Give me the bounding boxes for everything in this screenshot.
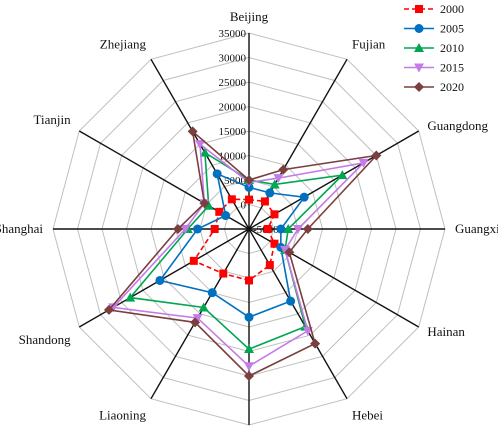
point-2020-jiangsu	[244, 371, 254, 381]
point-2020-guangdong	[371, 150, 382, 161]
legend-label-2015: 2015	[440, 61, 464, 75]
point-2005-shandong	[155, 275, 165, 285]
point-2000-hainan	[270, 239, 279, 248]
category-label-beijing: Beijing	[230, 9, 269, 24]
point-2000-shanghai	[210, 225, 219, 233]
point-2000-guangdong	[270, 210, 279, 219]
category-label-guangdong: Guangdong	[427, 118, 488, 133]
series-2015	[108, 140, 369, 372]
point-2005-jiangsu	[244, 312, 254, 322]
series-2005	[155, 169, 309, 322]
point-2005-shanghai	[193, 224, 203, 234]
point-2000-zhejiang	[227, 195, 236, 204]
legend-item-2020: 2020	[404, 80, 464, 94]
legend-item-2000: 2000	[404, 2, 464, 16]
tick-label-35000: 35000	[219, 28, 247, 40]
category-label-fujian: Fujian	[352, 37, 386, 52]
legend-marker-2000	[415, 5, 423, 13]
point-2005-liaoning	[207, 288, 217, 298]
point-2020-hebei	[310, 338, 321, 349]
tick-label-30000: 30000	[219, 53, 247, 65]
tick-label-0: 0	[241, 200, 247, 212]
legend-marker-2005	[414, 24, 424, 33]
point-2000-hebei	[265, 261, 274, 270]
point-2000-jiangsu	[245, 276, 253, 285]
legend-label-2020: 2020	[440, 80, 464, 94]
legend-item-2010: 2010	[404, 41, 464, 55]
point-2000-liaoning	[219, 269, 228, 278]
category-label-shanghai: Shanghai	[0, 221, 43, 236]
point-2020-hainan	[284, 247, 295, 258]
point-2015-hainan	[280, 245, 291, 255]
point-2000-shandong	[189, 256, 198, 265]
point-2020-tianjin	[199, 198, 210, 209]
point-2010-fujian	[269, 179, 280, 189]
category-label-hainan: Hainan	[427, 324, 465, 339]
point-2015-zhejiang	[195, 140, 205, 150]
legend-label-2005: 2005	[440, 22, 464, 36]
point-2015-guangxi	[293, 225, 303, 234]
tick-label-15000: 15000	[219, 126, 247, 138]
series-line-2000	[192, 198, 276, 282]
point-2020-shandong	[103, 304, 114, 315]
point-2010-guangxi	[283, 224, 294, 233]
point-2000-tianjin	[215, 207, 224, 216]
legend-item-2015: 2015	[404, 61, 464, 75]
point-2010-guangdong	[337, 170, 348, 180]
point-2010-shandong	[125, 292, 136, 302]
point-2015-jiangsu	[244, 362, 254, 372]
point-2000-guangxi	[263, 225, 272, 233]
axis-spoke-hebei	[248, 228, 348, 400]
point-2010-jiangsu	[244, 344, 254, 354]
series-2020	[103, 126, 382, 381]
legend-label-2000: 2000	[440, 2, 464, 16]
series-2000	[189, 195, 279, 285]
legend-marker-2020	[414, 82, 424, 92]
legend-marker-2010	[414, 43, 424, 52]
category-label-tianjin: Tianjin	[34, 112, 72, 127]
point-2010-tianjin	[203, 200, 214, 210]
point-2020-zhejiang	[187, 126, 198, 137]
point-2015-liaoning	[192, 314, 203, 324]
point-2010-zhejiang	[199, 147, 210, 157]
legend-label-2010: 2010	[440, 41, 464, 55]
axis-spoke-shandong	[78, 228, 250, 328]
point-2005-guangxi	[276, 224, 286, 234]
point-2010-liaoning	[198, 302, 209, 312]
point-2015-shandong	[108, 303, 119, 313]
legend-item-2005: 2005	[404, 22, 464, 36]
point-2005-fujian	[265, 188, 275, 198]
category-label-hebei: Hebei	[352, 407, 383, 422]
axis-spoke-liaoning	[150, 228, 250, 400]
point-2000-fujian	[260, 197, 269, 206]
legend-marker-2015	[414, 63, 424, 73]
point-2005-hebei	[286, 296, 296, 306]
point-2020-fujian	[278, 164, 289, 175]
point-2005-guangdong	[299, 192, 309, 202]
point-2015-guangdong	[358, 158, 369, 168]
category-labels: Beijing Fujian Guangdong Guangxi Hainan Hebei…	[0, 9, 498, 441]
point-2020-shanghai	[172, 224, 183, 234]
point-2015-fujian	[273, 174, 284, 184]
point-2020-liaoning	[190, 317, 201, 328]
point-2005-tianjin	[221, 211, 231, 221]
category-label-shandong: Shandong	[19, 332, 72, 347]
point-2005-zhejiang	[212, 169, 222, 179]
category-label-liaoning: Liaoning	[99, 407, 146, 422]
tick-label-20000: 20000	[219, 102, 247, 114]
series-layer	[103, 126, 382, 381]
point-2020-guangxi	[302, 224, 313, 234]
category-label-guangxi: Guangxi	[455, 221, 498, 236]
point-2020-beijing	[244, 175, 254, 185]
tick-label-25000: 25000	[219, 77, 247, 89]
point-2000-beijing	[245, 195, 253, 204]
legend: 2000 2005 2010 2015 2020	[404, 2, 464, 94]
category-label-zhejiang: Zhejiang	[100, 37, 147, 52]
point-2015-shanghai	[180, 225, 191, 234]
